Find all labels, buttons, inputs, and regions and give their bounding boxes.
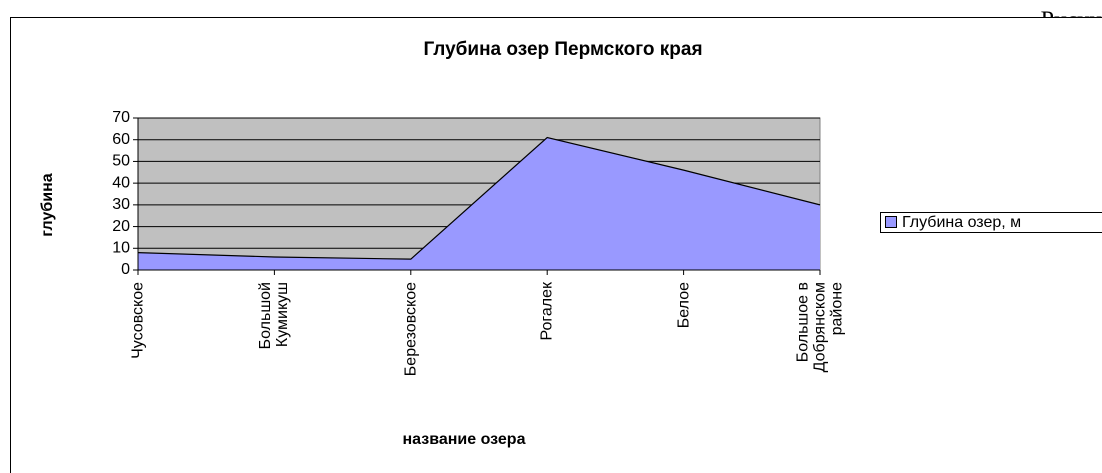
- x-tick-label: Белое: [675, 282, 693, 329]
- y-axis-title: глубина: [39, 173, 56, 237]
- area: [138, 137, 820, 270]
- x-tick-label: Большое в Добрянском районе: [794, 282, 846, 373]
- area-outline: [137, 136, 821, 260]
- x-axis-title: название озера: [403, 431, 526, 448]
- x-tick-label: Большой Кумикуш: [257, 282, 292, 350]
- y-tick-label: 10: [112, 240, 130, 257]
- y-tick-label: 0: [121, 261, 130, 278]
- y-tick-label: 70: [112, 109, 130, 126]
- y-tick-label: 60: [112, 131, 130, 148]
- x-tick-label: Рогалек: [538, 282, 556, 341]
- y-tick-label: 30: [112, 196, 130, 213]
- y-tick-label: 50: [112, 153, 130, 170]
- chart-title: Глубина озер Пермского края: [423, 39, 702, 60]
- x-tick-label: Березовское: [402, 282, 420, 377]
- legend-swatch: [885, 216, 897, 228]
- y-tick-label: 40: [112, 174, 130, 191]
- legend-label: Глубина озер, м: [902, 214, 1021, 231]
- legend-box: [880, 212, 1102, 233]
- y-tick-label: 20: [112, 218, 130, 235]
- x-tick-label: Чусовское: [129, 282, 147, 359]
